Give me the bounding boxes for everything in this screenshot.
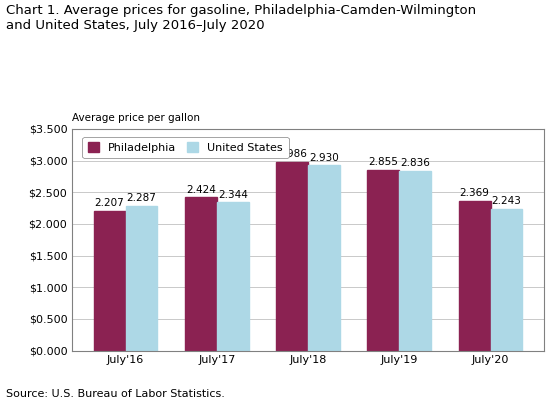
Bar: [458, 201, 491, 351]
Text: Chart 1. Average prices for gasoline, Philadelphia-Camden-Wilmington
and United : Chart 1. Average prices for gasoline, Ph…: [6, 4, 476, 32]
Text: 2.344: 2.344: [218, 190, 248, 199]
Bar: [491, 209, 522, 351]
Bar: [94, 211, 125, 351]
Text: Source: U.S. Bureau of Labor Statistics.: Source: U.S. Bureau of Labor Statistics.: [6, 389, 224, 399]
Text: 2.369: 2.369: [460, 188, 490, 198]
Text: 2.836: 2.836: [400, 158, 430, 168]
Bar: [399, 171, 431, 351]
Text: 2.855: 2.855: [369, 157, 398, 167]
Bar: [185, 197, 217, 351]
Text: 2.930: 2.930: [309, 152, 339, 162]
Bar: [125, 206, 158, 351]
Bar: [367, 170, 399, 351]
Legend: Philadelphia, United States: Philadelphia, United States: [83, 137, 289, 158]
Text: Average price per gallon: Average price per gallon: [72, 113, 200, 123]
Text: 2.986: 2.986: [277, 149, 307, 159]
Text: 2.424: 2.424: [186, 185, 216, 195]
Text: 2.287: 2.287: [127, 193, 157, 203]
Text: 2.243: 2.243: [492, 196, 522, 206]
Bar: [217, 202, 249, 351]
Bar: [276, 162, 308, 351]
Bar: [308, 165, 340, 351]
Text: 2.207: 2.207: [95, 198, 124, 208]
